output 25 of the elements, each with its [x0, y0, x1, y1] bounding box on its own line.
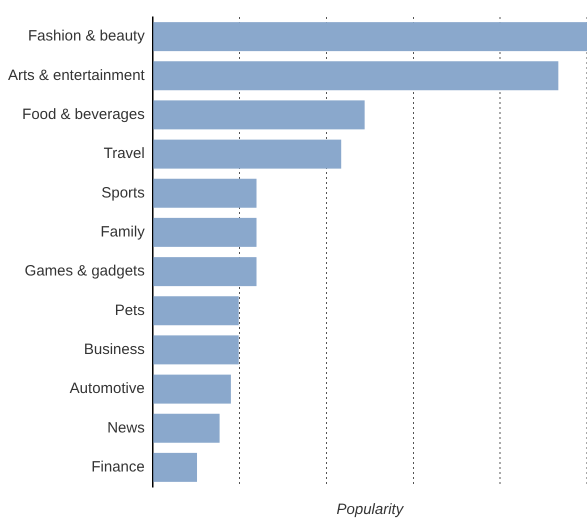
- y-tick-label: Finance: [91, 458, 145, 476]
- y-tick-label: Sports: [101, 184, 145, 202]
- y-tick-label: Travel: [104, 145, 145, 162]
- y-tick-label: Pets: [114, 302, 145, 319]
- bar: [153, 100, 365, 130]
- y-tick-label: Food & beverages: [22, 106, 145, 124]
- y-tick-label: Fashion & beauty: [28, 28, 146, 45]
- y-tick-label: Business: [84, 341, 145, 358]
- bar: [153, 414, 220, 443]
- bar: [153, 178, 257, 208]
- bar: [153, 22, 587, 52]
- y-tick-label: News: [107, 419, 145, 436]
- y-tick-label: Games & gadgets: [24, 262, 145, 280]
- y-tick-label: Family: [100, 224, 146, 241]
- bar: [153, 374, 231, 404]
- x-axis-title: Popularity: [336, 501, 405, 518]
- bar: [153, 296, 239, 326]
- bar: [153, 140, 342, 169]
- bar: [153, 335, 239, 364]
- bar: [153, 61, 558, 90]
- y-tick-label: Automotive: [70, 380, 145, 398]
- y-tick-label: Arts & entertainment: [8, 66, 146, 84]
- bar: [153, 452, 198, 482]
- bar: [153, 257, 257, 286]
- bar: [153, 218, 257, 247]
